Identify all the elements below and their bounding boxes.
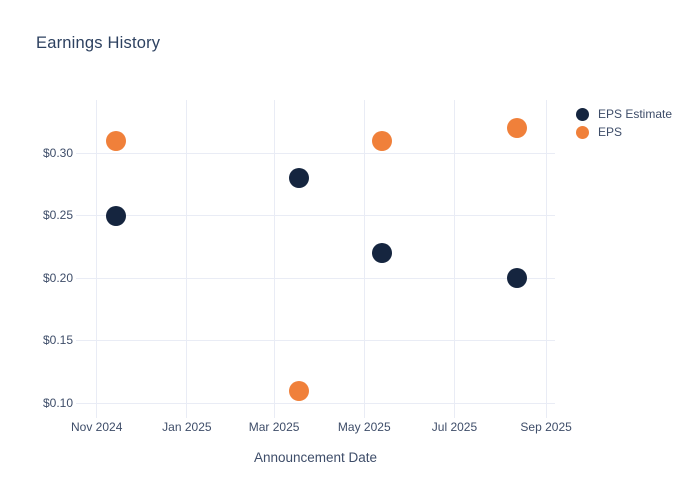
x-gridline xyxy=(545,100,547,418)
y-gridline xyxy=(76,402,555,404)
y-tick-label: $0.30 xyxy=(42,145,73,160)
x-axis-title: Announcement Date xyxy=(253,450,378,465)
x-gridline xyxy=(186,100,188,418)
y-tick-label: $0.15 xyxy=(42,333,73,347)
legend-label-eps-estimate: EPS Estimate xyxy=(598,107,673,121)
data-point-eps-estimate[interactable] xyxy=(506,268,527,288)
x-tick-label: Mar 2025 xyxy=(248,420,300,434)
x-gridline xyxy=(273,100,275,418)
x-tick-label: May 2025 xyxy=(337,420,391,434)
y-tick-label: $0.10 xyxy=(42,395,73,410)
y-tick-label: $0.20 xyxy=(42,270,73,285)
legend-label-eps: EPS xyxy=(598,125,623,139)
data-point-eps-estimate[interactable] xyxy=(105,205,126,226)
data-point-eps[interactable] xyxy=(506,118,527,138)
data-point-eps[interactable] xyxy=(105,130,126,151)
x-tick-label: Jan 2025 xyxy=(162,420,212,434)
x-tick-label: Nov 2024 xyxy=(71,420,123,434)
chart-title: Earnings History xyxy=(36,34,161,52)
data-point-eps-estimate[interactable] xyxy=(372,243,393,263)
legend-item-eps[interactable]: EPS xyxy=(576,123,672,141)
x-gridline xyxy=(453,100,455,418)
x-tick-label: Jul 2025 xyxy=(431,420,478,434)
y-tick-label: $0.25 xyxy=(42,208,73,222)
y-gridline xyxy=(76,152,555,154)
legend-dot-eps-estimate xyxy=(576,107,589,121)
x-gridline xyxy=(96,100,98,418)
legend-item-eps-estimate[interactable]: EPS Estimate xyxy=(576,105,672,123)
x-tick-label: Sep 2025 xyxy=(520,420,572,434)
data-point-eps-estimate[interactable] xyxy=(289,168,310,188)
y-gridline xyxy=(76,277,555,279)
y-gridline xyxy=(76,215,555,216)
y-gridline xyxy=(76,340,555,341)
legend-dot-eps xyxy=(576,125,589,139)
data-point-eps[interactable] xyxy=(372,130,393,151)
legend: EPS Estimate EPS xyxy=(576,105,672,141)
data-point-eps[interactable] xyxy=(289,380,310,401)
x-gridline xyxy=(363,100,365,418)
